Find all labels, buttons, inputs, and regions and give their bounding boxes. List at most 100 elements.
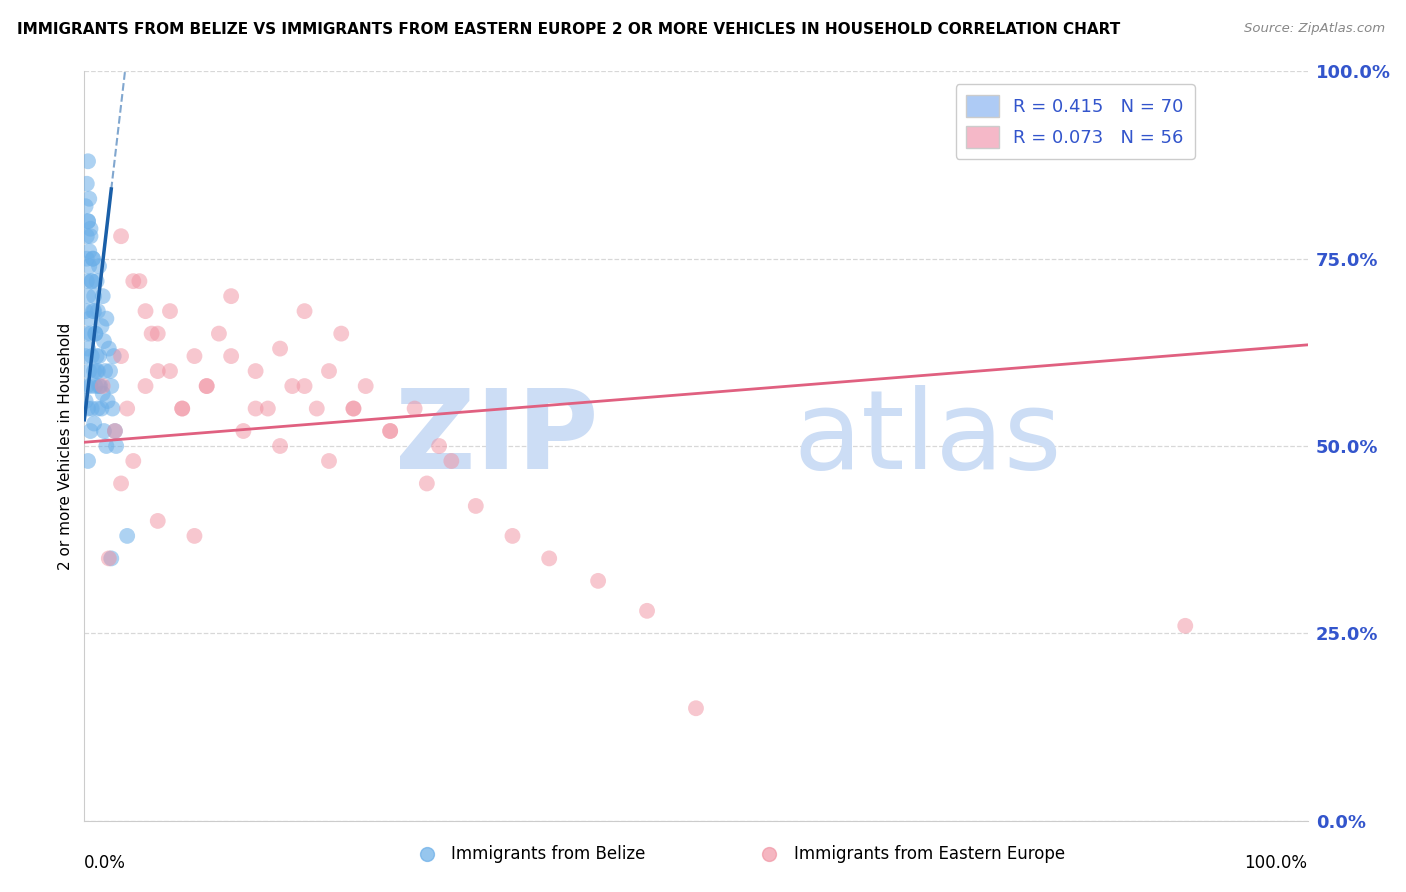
Point (104, 424, 127, 438)
Point (75, 349, 97, 363)
Point (404, 401, 426, 416)
Point (87, 379, 110, 393)
Point (294, 304, 316, 318)
Point (76, 326, 98, 341)
Point (281, 379, 304, 393)
Point (257, 401, 280, 416)
Text: 0.0%: 0.0% (84, 855, 127, 872)
Point (219, 349, 242, 363)
Point (77, 342, 100, 356)
Point (97, 394, 120, 409)
Point (96, 311, 118, 326)
Point (330, 326, 353, 341)
Point (98, 364, 121, 378)
Point (83, 304, 105, 318)
Point (538, 551, 561, 566)
Point (87, 401, 110, 416)
Point (82, 252, 104, 266)
Point (146, 514, 169, 528)
Point (342, 401, 364, 416)
Point (90, 401, 112, 416)
Point (208, 326, 231, 341)
Point (84, 326, 107, 341)
Point (93, 334, 115, 348)
Point (76, 229, 98, 244)
Point (79, 221, 101, 235)
Point (79, 326, 101, 341)
Point (100, 551, 122, 566)
Point (89, 379, 111, 393)
Point (77, 192, 100, 206)
Point (115, 529, 138, 543)
Point (80, 274, 103, 288)
Point (80, 349, 103, 363)
Text: atlas: atlas (794, 385, 1063, 492)
Point (245, 364, 267, 378)
Point (195, 379, 218, 393)
Point (232, 424, 254, 438)
Point (464, 499, 486, 513)
Point (636, 604, 658, 618)
Point (91, 379, 114, 393)
Point (79, 229, 101, 244)
Point (440, 454, 463, 468)
Legend: R = 0.415   N = 70, R = 0.073   N = 56: R = 0.415 N = 70, R = 0.073 N = 56 (956, 84, 1195, 159)
Point (97, 551, 120, 566)
Point (91, 289, 114, 303)
Point (86, 364, 108, 378)
Point (502, 529, 524, 543)
Text: ZIP: ZIP (395, 385, 598, 492)
Point (76, 379, 98, 393)
Point (294, 379, 316, 393)
Point (269, 439, 291, 453)
Point (380, 424, 402, 438)
Point (87, 304, 110, 318)
Point (96, 439, 118, 453)
Text: 100.0%: 100.0% (1244, 855, 1308, 872)
Point (122, 454, 145, 468)
Point (77, 154, 100, 169)
Point (183, 349, 205, 363)
Point (269, 342, 291, 356)
Point (79, 424, 101, 438)
Point (79, 379, 101, 393)
Point (82, 252, 104, 266)
Point (104, 424, 127, 438)
Point (146, 364, 169, 378)
Point (77, 401, 100, 416)
Point (82, 304, 104, 318)
Text: Immigrants from Eastern Europe: Immigrants from Eastern Europe (794, 846, 1064, 863)
Point (90, 319, 112, 334)
Point (91, 386, 114, 401)
Point (77, 364, 100, 378)
Point (77, 311, 100, 326)
Point (318, 364, 340, 378)
Point (101, 401, 124, 416)
Point (110, 349, 132, 363)
Text: Source: ZipAtlas.com: Source: ZipAtlas.com (1244, 22, 1385, 36)
Point (342, 401, 364, 416)
Point (77, 244, 100, 259)
Text: IMMIGRANTS FROM BELIZE VS IMMIGRANTS FROM EASTERN EUROPE 2 OR MORE VEHICLES IN H: IMMIGRANTS FROM BELIZE VS IMMIGRANTS FRO… (17, 22, 1121, 37)
Text: Immigrants from Belize: Immigrants from Belize (451, 846, 645, 863)
Point (128, 274, 150, 288)
Point (135, 304, 157, 318)
Point (75, 394, 97, 409)
Point (84, 379, 107, 393)
Point (380, 424, 402, 438)
Point (305, 401, 328, 416)
Point (75, 199, 97, 213)
Point (97, 342, 120, 356)
Point (122, 274, 145, 288)
Point (1174, 619, 1197, 633)
Point (586, 574, 609, 588)
Point (77, 289, 100, 303)
Point (77, 454, 100, 468)
Point (83, 289, 105, 303)
Point (87, 364, 110, 378)
Point (159, 304, 181, 318)
Point (83, 417, 105, 431)
Point (76, 252, 98, 266)
Point (94, 364, 117, 378)
Point (75, 304, 97, 318)
